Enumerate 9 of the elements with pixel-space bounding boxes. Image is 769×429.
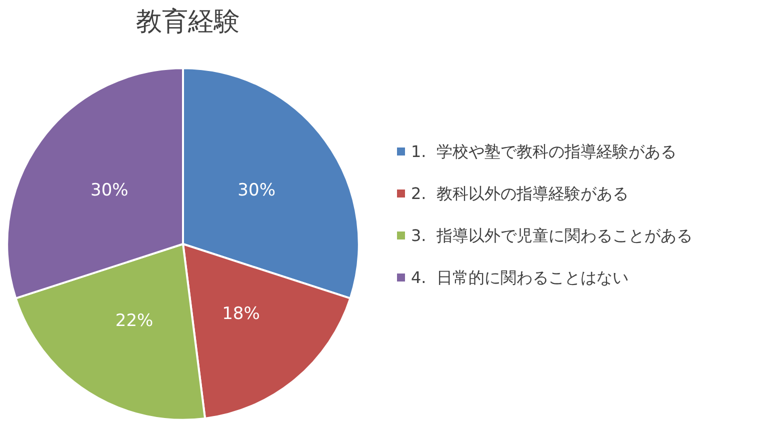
legend-label: 2. 教科以外の指導経験がある (411, 184, 628, 203)
data-label: 22% (115, 310, 154, 331)
data-label: 18% (222, 304, 260, 324)
legend-label: 4. 日常的に関わることはない (411, 268, 628, 287)
chart-title: 教育経験 (136, 7, 240, 37)
legend-label: 3. 指導以外で児童に関わることがある (411, 226, 692, 245)
legend-label: 1. 学校や塾で教科の指導経験がある (411, 142, 676, 161)
data-label: 30% (90, 180, 128, 201)
data-label: 30% (238, 180, 276, 201)
